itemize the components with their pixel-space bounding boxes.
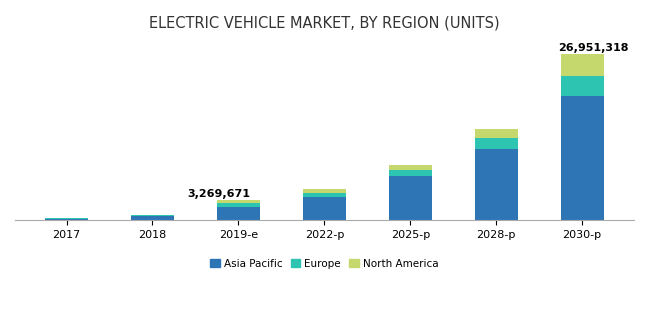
Bar: [303, 193, 346, 197]
Bar: [475, 149, 518, 220]
Bar: [131, 216, 174, 220]
Bar: [45, 218, 88, 220]
Legend: Asia Pacific, Europe, North America: Asia Pacific, Europe, North America: [206, 254, 443, 273]
Bar: [217, 200, 260, 203]
Bar: [560, 76, 604, 96]
Bar: [389, 165, 432, 170]
Bar: [303, 197, 346, 220]
Bar: [131, 215, 174, 216]
Bar: [217, 203, 260, 207]
Bar: [389, 176, 432, 220]
Title: ELECTRIC VEHICLE MARKET, BY REGION (UNITS): ELECTRIC VEHICLE MARKET, BY REGION (UNIT…: [149, 15, 500, 30]
Bar: [217, 207, 260, 220]
Bar: [389, 170, 432, 176]
Bar: [560, 53, 604, 76]
Bar: [560, 96, 604, 220]
Text: 26,951,318: 26,951,318: [558, 42, 629, 53]
Bar: [475, 138, 518, 149]
Bar: [475, 129, 518, 138]
Bar: [303, 189, 346, 193]
Text: 3,269,671: 3,269,671: [187, 189, 250, 199]
